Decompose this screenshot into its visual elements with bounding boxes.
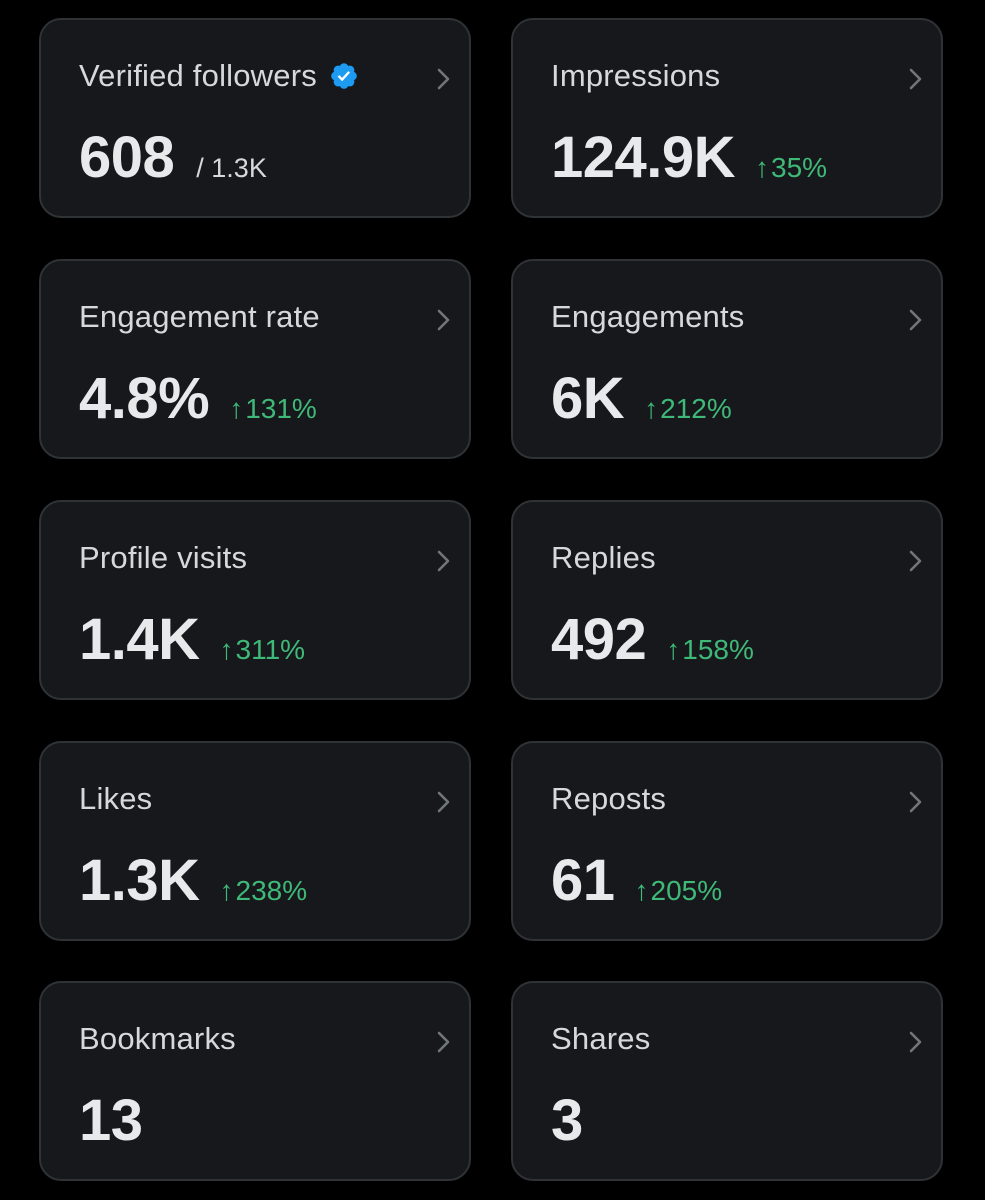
card-reposts[interactable]: Reposts 61 ↑ 205% (511, 741, 943, 941)
metric-value: 1.3K (79, 848, 200, 913)
card-bookmarks[interactable]: Bookmarks 13 (39, 981, 471, 1181)
chevron-right-icon (437, 1031, 450, 1053)
delta-value: 158% (682, 634, 754, 665)
card-label: Likes (79, 781, 153, 816)
card-label-row: Engagement rate (79, 299, 320, 335)
value-row: 3 (551, 1087, 583, 1154)
value-row: 4.8% ↑ 131% (79, 365, 317, 432)
card-label-row: Profile visits (79, 540, 247, 576)
card-label-row: Shares (551, 1021, 650, 1057)
delta-badge: ↑ 238% (220, 875, 308, 907)
card-impressions[interactable]: Impressions 124.9K ↑ 35% (511, 18, 943, 218)
card-label: Reposts (551, 781, 667, 816)
card-label: Profile visits (79, 540, 248, 575)
arrow-up-icon: ↑ (229, 393, 244, 424)
value-row: 61 ↑ 205% (551, 847, 722, 914)
card-label-row: Replies (551, 540, 656, 576)
delta-badge: ↑ 311% (220, 634, 306, 666)
arrow-up-icon: ↑ (219, 875, 234, 906)
card-verified-followers[interactable]: Verified followers 608 / 1.3K (39, 18, 471, 218)
card-label: Shares (551, 1021, 651, 1056)
card-engagements[interactable]: Engagements 6K ↑ 212% (511, 259, 943, 459)
arrow-up-icon: ↑ (644, 393, 659, 424)
card-label-row: Bookmarks (79, 1021, 236, 1057)
metric-total: / 1.3K (196, 153, 267, 183)
delta-badge: ↑ 212% (644, 393, 732, 425)
metric-value: 492 (551, 607, 647, 672)
arrow-up-icon: ↑ (219, 634, 234, 665)
delta-value: 311% (235, 634, 306, 665)
verified-badge-icon (331, 63, 357, 89)
chevron-right-icon (909, 68, 922, 90)
card-label: Engagements (551, 299, 745, 334)
card-label: Impressions (551, 58, 721, 93)
delta-value: 212% (660, 393, 732, 424)
card-profile-visits[interactable]: Profile visits 1.4K ↑ 311% (39, 500, 471, 700)
card-shares[interactable]: Shares 3 (511, 981, 943, 1181)
card-label: Bookmarks (79, 1021, 236, 1056)
delta-value: 238% (235, 875, 308, 906)
card-engagement-rate[interactable]: Engagement rate 4.8% ↑ 131% (39, 259, 471, 459)
delta-value: 205% (650, 875, 723, 906)
arrow-up-icon: ↑ (755, 152, 770, 183)
card-label-row: Engagements (551, 299, 745, 335)
value-row: 13 (79, 1087, 143, 1154)
chevron-right-icon (437, 68, 450, 90)
arrow-up-icon: ↑ (666, 634, 681, 665)
metric-value: 608 (79, 125, 175, 190)
delta-value: 35% (771, 152, 828, 183)
metric-value: 61 (551, 848, 615, 913)
metric-value: 6K (551, 366, 625, 431)
metric-value: 1.4K (79, 607, 200, 672)
value-row: 6K ↑ 212% (551, 365, 732, 432)
chevron-right-icon (909, 309, 922, 331)
delta-badge: ↑ 205% (635, 875, 723, 907)
card-label-row: Verified followers (79, 58, 359, 94)
metric-value: 124.9K (551, 125, 736, 190)
card-label: Verified followers (79, 58, 317, 93)
value-row: 1.4K ↑ 311% (79, 606, 305, 673)
metric-value: 4.8% (79, 366, 210, 431)
delta-badge: ↑ 131% (229, 393, 317, 425)
delta-badge: ↑ 158% (666, 634, 754, 666)
value-row: 124.9K ↑ 35% (551, 124, 827, 191)
card-label-row: Likes (79, 781, 152, 817)
chevron-right-icon (909, 1031, 922, 1053)
card-label-row: Reposts (551, 781, 666, 817)
card-label: Replies (551, 540, 656, 575)
card-replies[interactable]: Replies 492 ↑ 158% (511, 500, 943, 700)
delta-badge: ↑ 35% (755, 152, 827, 184)
card-label: Engagement rate (79, 299, 320, 334)
chevron-right-icon (909, 550, 922, 572)
card-likes[interactable]: Likes 1.3K ↑ 238% (39, 741, 471, 941)
value-row: 1.3K ↑ 238% (79, 847, 307, 914)
card-label-row: Impressions (551, 58, 720, 94)
chevron-right-icon (437, 791, 450, 813)
delta-value: 131% (245, 393, 317, 424)
value-row: 492 ↑ 158% (551, 606, 754, 673)
arrow-up-icon: ↑ (634, 875, 649, 906)
chevron-right-icon (437, 550, 450, 572)
metric-value: 13 (79, 1088, 143, 1153)
chevron-right-icon (437, 309, 450, 331)
metric-value: 3 (551, 1088, 583, 1153)
value-row: 608 / 1.3K (79, 124, 267, 191)
chevron-right-icon (909, 791, 922, 813)
